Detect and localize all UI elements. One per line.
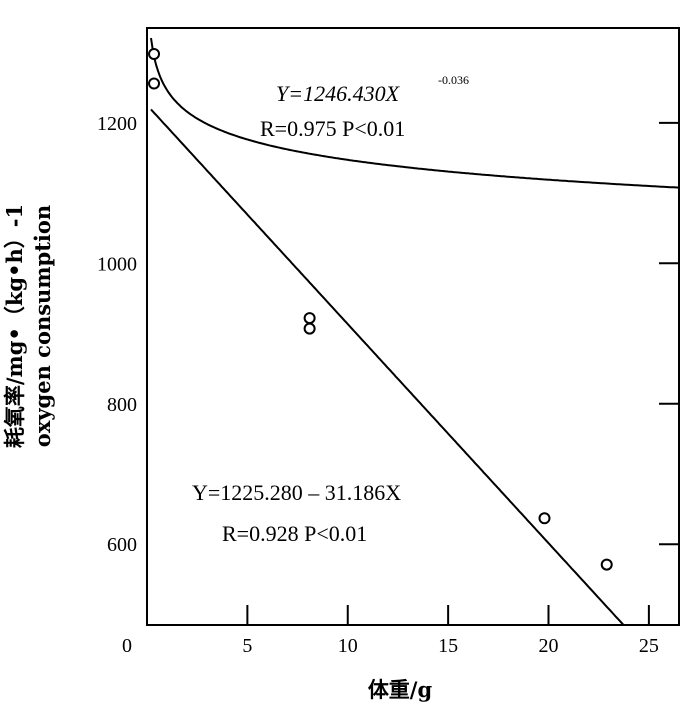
y-axis-title-group: 耗氧率/mg•（kg•h）-1 [2, 204, 27, 448]
power-equation: Y=1246.430X [276, 81, 401, 106]
axis-tick-labels: 0 5 10 15 20 25 600 800 1000 1200 [97, 113, 659, 657]
x-axis-title: 体重/g [368, 677, 433, 702]
x-tick-label: 15 [438, 635, 458, 657]
data-point [538, 512, 551, 525]
plot-frame [146, 27, 680, 626]
data-points [148, 47, 613, 571]
power-equation-exponent: -0.036 [438, 73, 469, 87]
y-axis-title2-group: oxygen consumption [30, 205, 55, 447]
linear-fit-stats: R=0.928 P<0.01 [222, 521, 367, 546]
power-fit-curve [150, 37, 680, 189]
y-tick-label: 800 [107, 394, 137, 416]
data-point [148, 77, 161, 90]
power-fit-stats: R=0.975 P<0.01 [260, 116, 405, 141]
axis-ticks [246, 121, 679, 625]
data-point [600, 558, 613, 571]
x-tick-label: 20 [539, 635, 559, 657]
linear-equation: Y=1225.280 – 31.186X [192, 480, 401, 505]
data-point [303, 312, 316, 325]
x-tick-label: 5 [242, 635, 252, 657]
data-point [148, 47, 161, 60]
fit-curves [150, 37, 680, 626]
x-tick-label: 0 [122, 635, 132, 657]
y-axis-title: 耗氧率/mg•（kg•h）-1 [2, 204, 27, 448]
y-tick-label: 1000 [97, 253, 137, 275]
y-tick-label: 1200 [97, 113, 137, 135]
linear-fit-curve [150, 108, 625, 626]
data-point [303, 322, 316, 335]
y-tick-label: 600 [107, 534, 137, 556]
y-axis-title-english: oxygen consumption [30, 205, 55, 447]
x-tick-label: 10 [338, 635, 358, 657]
x-tick-label: 25 [639, 635, 659, 657]
